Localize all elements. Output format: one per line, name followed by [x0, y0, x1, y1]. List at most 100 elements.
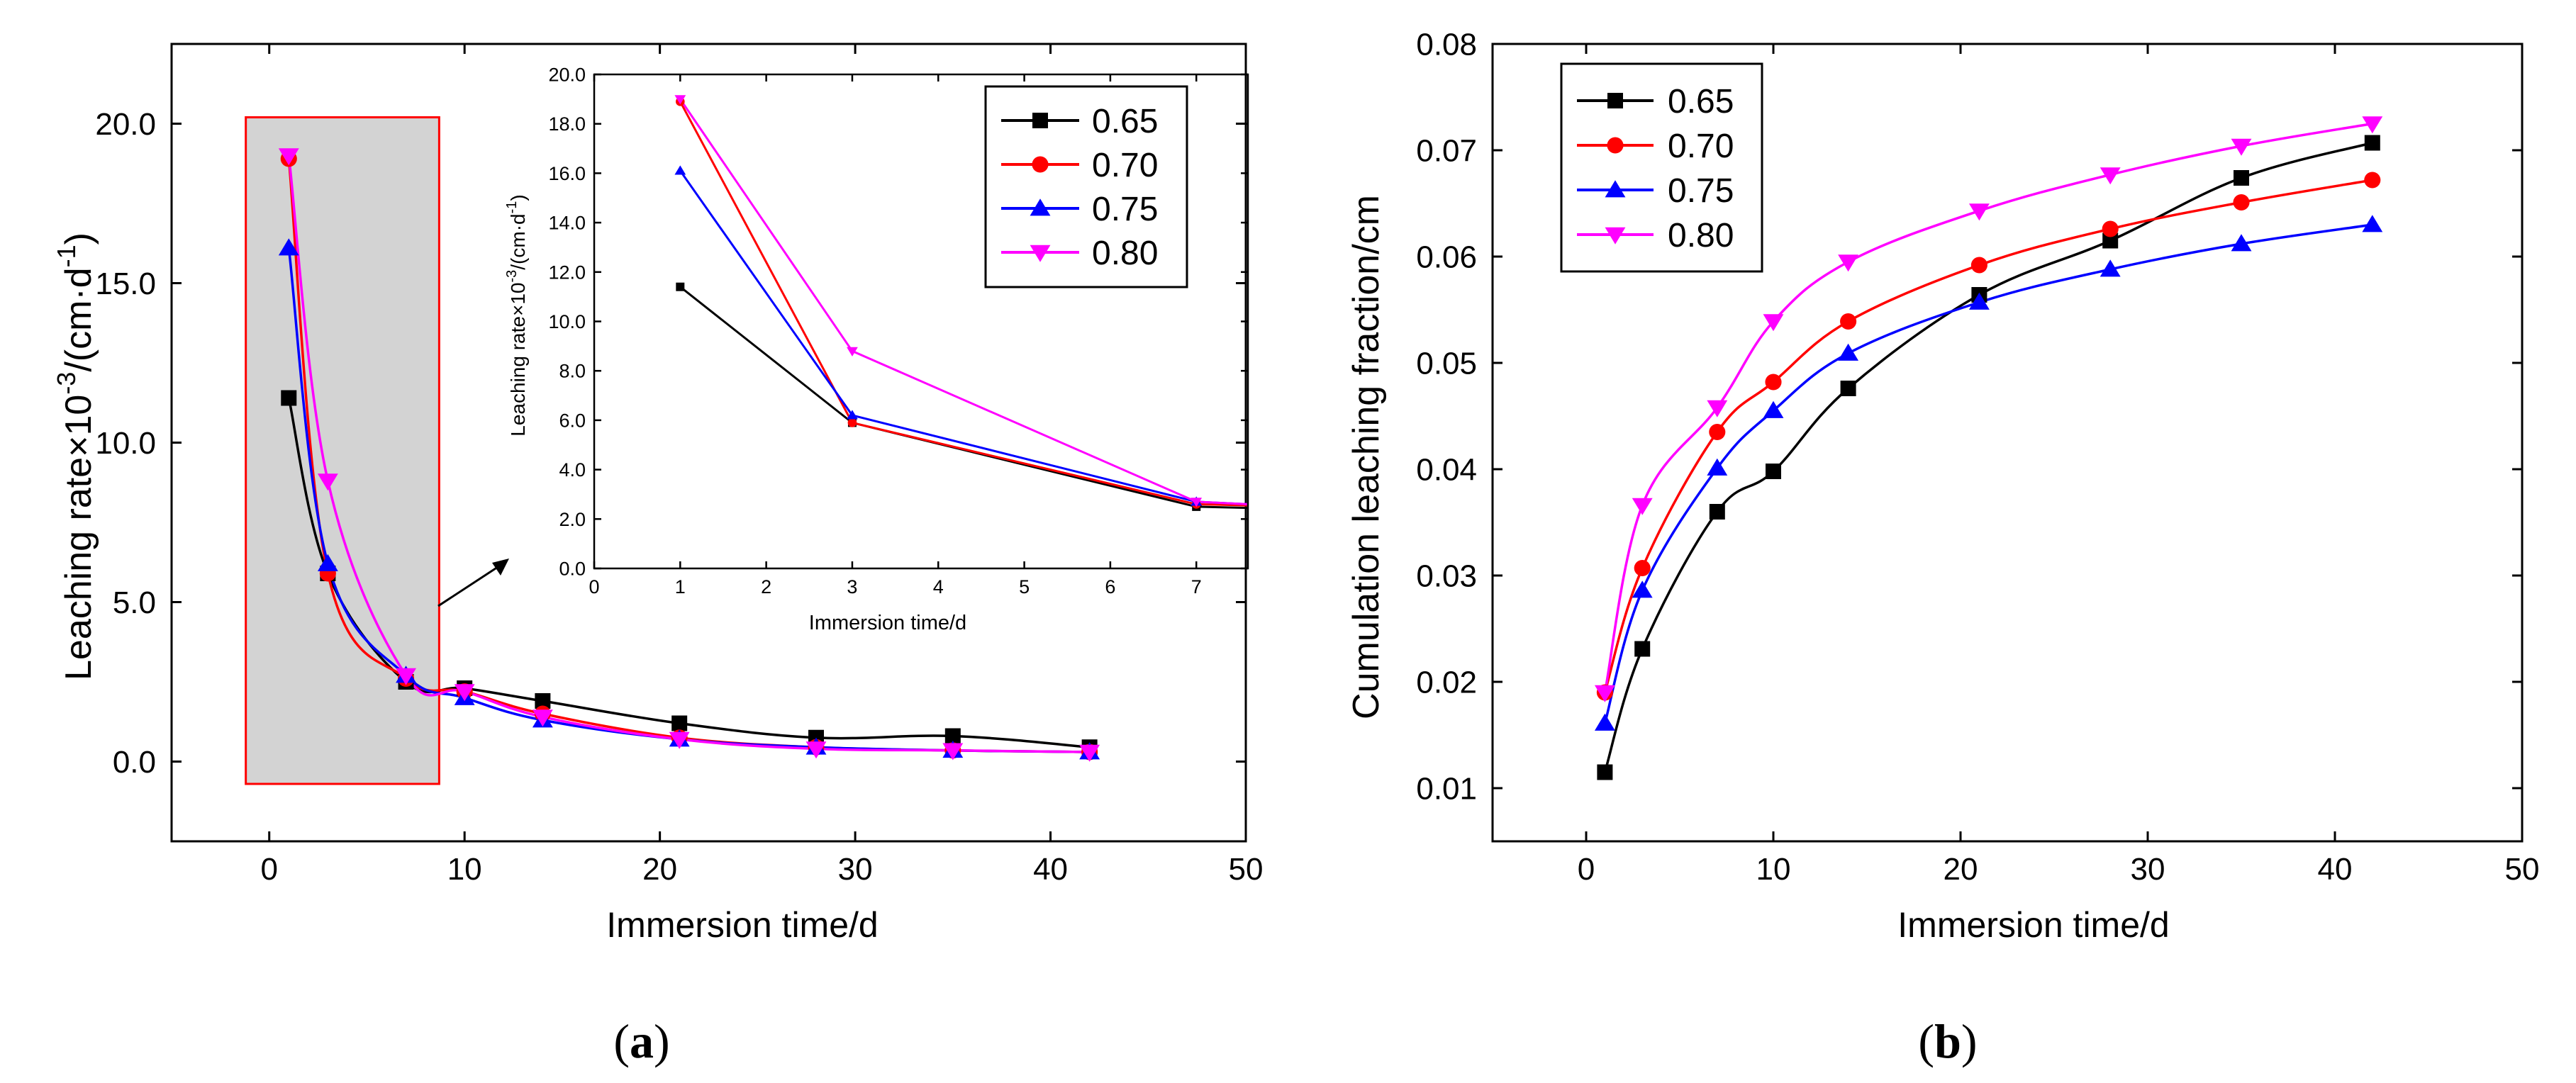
inset-line-0-65 — [679, 286, 1249, 510]
data-point-0-70 — [1765, 374, 1782, 391]
inset-point-0-75 — [674, 165, 686, 175]
data-point-0-65 — [281, 390, 297, 406]
legend-marker-0-70 — [1032, 156, 1049, 173]
data-point-0-80 — [2100, 167, 2121, 185]
y-tick-label: 10.0 — [95, 426, 156, 461]
panel-b-legend: 0.65 0.70 0.75 0.80 — [1560, 62, 1763, 273]
panel-b-y-axis: 0.01 0.02 0.03 0.04 0.05 0.06 0.07 0.08 — [1416, 27, 2522, 806]
data-point-0-70 — [2102, 220, 2119, 237]
series-curve-0-65 — [1603, 141, 2373, 773]
series-curve-0-70 — [1603, 179, 2373, 693]
data-point-0-75 — [317, 554, 338, 571]
data-point-0-75 — [2100, 259, 2121, 277]
panel-a-legend: 0.65 0.70 0.75 0.80 — [984, 85, 1188, 288]
legend-label-0-80: 0.80 — [1092, 235, 1158, 272]
data-point-0-80 — [2362, 116, 2383, 134]
panel-a-y-axis-label: Leaching rate×10-3/(cm·d-1) — [52, 232, 99, 680]
x-tick-label: 1 — [675, 576, 686, 597]
x-tick-label: 30 — [2131, 852, 2165, 887]
y-tick-label: 0.01 — [1416, 771, 1477, 806]
data-point-0-80 — [2231, 138, 2252, 156]
inset-point-0-70 — [847, 418, 857, 427]
x-tick-label: 2 — [761, 576, 771, 597]
y-tick-label: 16.0 — [548, 163, 586, 184]
data-point-0-75 — [1632, 580, 1653, 598]
x-tick-label: 20 — [1944, 852, 1978, 887]
panel-b-plot-frame — [1491, 43, 2524, 843]
legend-label-0-75: 0.75 — [1668, 172, 1734, 210]
y-tick-label: 5.0 — [113, 585, 156, 620]
y-tick-label: 4.0 — [559, 459, 586, 481]
x-tick-label: 10 — [447, 852, 482, 887]
data-point-0-65 — [671, 715, 688, 731]
legend-label-0-65: 0.65 — [1092, 103, 1158, 140]
y-tick-label: 20.0 — [95, 107, 156, 142]
data-point-0-80 — [454, 684, 475, 702]
y-tick-label: 8.0 — [559, 361, 586, 382]
data-point-0-80 — [532, 709, 553, 727]
y-tick-label: 0.07 — [1416, 133, 1477, 168]
inset-line-0-70 — [679, 101, 1249, 507]
data-point-0-65 — [944, 728, 961, 744]
panel-a-x-axis: 0 10 20 30 40 50 — [260, 44, 1263, 887]
data-point-0-80 — [317, 473, 338, 491]
y-tick-label: 0.02 — [1416, 665, 1477, 700]
x-tick-label: 40 — [2318, 852, 2353, 887]
data-point-0-75 — [278, 238, 299, 256]
data-point-0-65 — [1766, 464, 1781, 479]
y-tick-label: 18.0 — [548, 113, 586, 135]
data-point-0-80 — [1079, 744, 1100, 762]
data-point-0-80 — [396, 668, 416, 685]
data-point-0-80 — [1632, 498, 1653, 515]
inset-line-0-80 — [679, 99, 1249, 505]
data-point-0-80 — [669, 731, 690, 749]
panel-a-label: (a) — [613, 1014, 669, 1068]
data-point-0-75 — [1594, 713, 1615, 731]
legend-box — [1560, 62, 1763, 273]
data-point-0-75 — [1968, 292, 1990, 310]
panel-a-markers — [278, 148, 1100, 762]
y-tick-label: 10.0 — [548, 311, 586, 332]
x-tick-label: 6 — [1105, 576, 1115, 597]
y-tick-label: 15.0 — [95, 266, 156, 301]
data-point-0-65 — [2364, 135, 2380, 151]
inset-point-0-80 — [674, 95, 686, 105]
inset-point-0-65 — [676, 282, 685, 291]
x-tick-label: 5 — [1019, 576, 1030, 597]
data-point-0-70 — [2233, 193, 2250, 211]
data-point-0-70 — [1970, 257, 1987, 274]
panel-b-x-axis-label: Immersion time/d — [1897, 905, 2169, 945]
inset-x-axis-label: Immersion time/d — [809, 612, 966, 634]
data-point-0-80 — [942, 743, 964, 761]
y-tick-label: 14.0 — [548, 213, 586, 234]
panel-a-y-axis: 0.0 5.0 10.0 15.0 20.0 — [95, 107, 1246, 780]
y-tick-label: 0.08 — [1416, 27, 1477, 62]
x-tick-label: 0 — [1578, 852, 1595, 887]
x-tick-label: 10 — [1756, 852, 1791, 887]
legend-marker-0-65 — [1607, 93, 1623, 108]
y-tick-label: 0.0 — [113, 745, 156, 780]
legend-marker-0-75 — [1030, 198, 1051, 216]
x-tick-label: 7 — [1191, 576, 1202, 597]
data-point-0-75 — [1838, 343, 1859, 361]
data-point-0-65 — [2234, 170, 2249, 186]
panel-a-chart: 0 10 20 30 40 50 0.05.010.015.020.0 0.650.700… — [52, 43, 1263, 1068]
inset-y-axis-label: Leaching rate×10-3/(cm·d-1) — [504, 194, 529, 436]
inset-point-0-80 — [847, 347, 858, 357]
legend-marker-0-75 — [1605, 180, 1626, 198]
data-point-0-65 — [535, 693, 551, 709]
x-tick-label: 50 — [1229, 852, 1264, 887]
data-point-0-80 — [278, 148, 299, 166]
x-tick-label: 3 — [847, 576, 857, 597]
data-point-0-75 — [2362, 215, 2383, 232]
inset-point-0-80 — [1191, 498, 1203, 507]
data-point-0-65 — [1709, 504, 1725, 520]
data-point-0-80 — [1838, 254, 1859, 272]
panel-a-x-axis-label: Immersion time/d — [606, 905, 878, 945]
panel-b-label: (b) — [1918, 1014, 1977, 1068]
data-point-0-65 — [1840, 381, 1856, 396]
legend-marker-0-65 — [1032, 113, 1048, 128]
panel-b-x-axis: 0 10 20 30 40 50 — [1578, 44, 2540, 887]
data-point-0-70 — [1840, 313, 1857, 330]
x-tick-label: 50 — [2505, 852, 2540, 887]
